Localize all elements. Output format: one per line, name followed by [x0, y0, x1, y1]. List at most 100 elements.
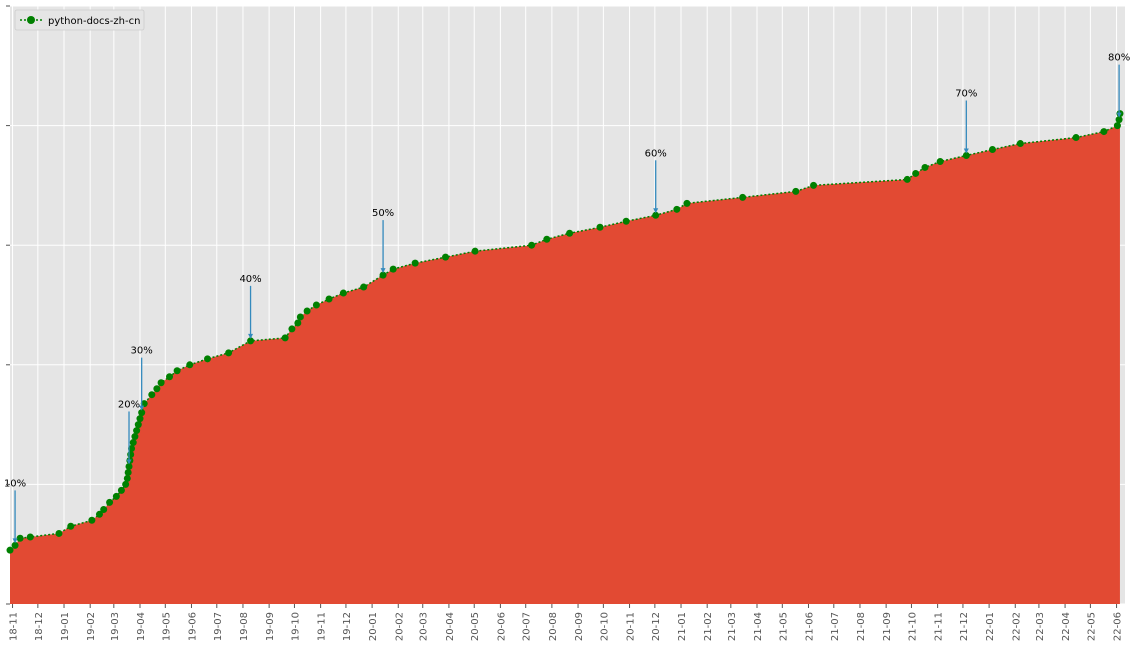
data-point	[1113, 122, 1121, 130]
x-tick-label: 20-03	[419, 612, 430, 641]
data-point	[339, 289, 347, 297]
data-point	[325, 295, 333, 303]
data-point	[173, 367, 181, 375]
x-tick-label: 19-03	[110, 612, 121, 641]
x-tick-label: 19-04	[136, 612, 147, 641]
milestone-label: 20%	[118, 399, 140, 410]
data-point	[127, 451, 135, 458]
x-tick-label: 22-05	[1086, 612, 1097, 641]
legend: python-docs-zh-cn	[14, 9, 145, 31]
x-tick-label: 20-09	[574, 612, 585, 641]
milestone-layer: 10% 20% 30% 40% 50% 60% 70% 80%	[4, 53, 1130, 544]
legend-marker	[27, 16, 35, 24]
x-tick-label: 20-06	[496, 612, 507, 641]
data-point	[157, 379, 165, 387]
x-tick-label: 18-11	[9, 612, 20, 641]
data-point	[912, 169, 920, 177]
data-point	[26, 533, 34, 541]
area-layer	[10, 113, 1120, 604]
legend-box	[14, 9, 145, 31]
x-tick-label: 20-07	[522, 612, 533, 641]
x-tick-label: 19-11	[317, 612, 328, 641]
data-point	[921, 163, 929, 171]
milestone-label: 50%	[372, 208, 394, 219]
axis-layer: 18-11 18-12 19-01 19-02 19-03 19-04 19-05 19-06…	[6, 5, 1124, 641]
data-point	[389, 265, 397, 273]
milestone-label: 30%	[131, 346, 153, 357]
x-tick-label: 19-10	[290, 612, 301, 641]
x-tick-label: 19-07	[213, 612, 224, 641]
x-tick-label: 21-03	[727, 612, 738, 641]
x-tick-label: 20-05	[470, 612, 481, 641]
data-point	[67, 522, 75, 530]
milestone-label: 80%	[1108, 53, 1130, 64]
data-point	[471, 247, 479, 255]
data-point	[312, 301, 320, 309]
milestone-arrowhead	[1116, 112, 1122, 118]
data-point	[281, 334, 289, 342]
milestone-arrowhead	[139, 405, 145, 411]
data-point	[962, 152, 970, 159]
data-point	[294, 319, 302, 327]
x-tick-label: 20-02	[394, 612, 405, 641]
data-point	[622, 217, 630, 225]
data-point	[133, 427, 141, 435]
data-point	[739, 193, 747, 201]
milestone-arrowhead	[963, 148, 969, 154]
data-point	[792, 187, 800, 195]
data-point	[652, 211, 660, 219]
data-point	[106, 498, 114, 506]
data-point	[11, 541, 19, 549]
x-tick-label: 22-02	[1011, 612, 1022, 641]
data-point	[1072, 134, 1080, 142]
x-tick-label: 22-06	[1113, 612, 1124, 641]
data-point	[100, 506, 108, 514]
data-point	[1115, 116, 1123, 124]
data-point	[360, 283, 368, 291]
milestone-label: 70%	[955, 89, 977, 100]
data-point	[122, 480, 130, 488]
data-point	[204, 355, 212, 363]
data-point	[148, 391, 156, 399]
data-point	[55, 529, 63, 537]
data-point	[411, 259, 419, 267]
data-point	[153, 385, 161, 393]
x-tick-label: 19-12	[342, 612, 353, 641]
data-point	[683, 199, 691, 207]
data-point	[379, 271, 387, 279]
x-tick-label: 21-05	[778, 612, 789, 641]
data-point	[88, 516, 96, 524]
x-tick-label: 20-04	[445, 612, 456, 641]
x-tick-label: 20-10	[599, 612, 610, 641]
x-tick-label: 19-01	[60, 612, 71, 641]
data-point	[296, 313, 304, 321]
data-point	[136, 415, 144, 423]
x-tick-label: 21-07	[830, 612, 841, 641]
data-point	[303, 307, 311, 315]
milestone-label: 60%	[645, 148, 667, 159]
data-point	[186, 361, 194, 369]
data-point	[247, 337, 255, 345]
data-point	[131, 433, 139, 441]
x-tick-label: 20-12	[651, 612, 662, 641]
x-tick-label: 20-11	[626, 612, 637, 641]
data-point	[936, 157, 944, 165]
data-point	[125, 462, 133, 470]
data-point	[528, 241, 536, 249]
x-tick-label: 19-09	[265, 612, 276, 641]
x-tick-label: 19-02	[86, 612, 97, 641]
data-point	[16, 534, 24, 542]
x-tick-label: 21-10	[907, 612, 918, 641]
marker-layer	[6, 110, 1124, 554]
legend-label: python-docs-zh-cn	[48, 16, 140, 27]
data-point	[903, 175, 911, 183]
x-tick-label: 22-04	[1061, 612, 1072, 641]
data-point	[134, 421, 142, 429]
data-point	[566, 229, 574, 237]
data-point	[138, 409, 146, 417]
data-point	[673, 205, 681, 213]
data-point	[543, 235, 551, 243]
x-tick-label: 21-09	[882, 612, 893, 641]
data-point	[225, 349, 233, 357]
x-tick-label: 21-02	[703, 612, 714, 641]
